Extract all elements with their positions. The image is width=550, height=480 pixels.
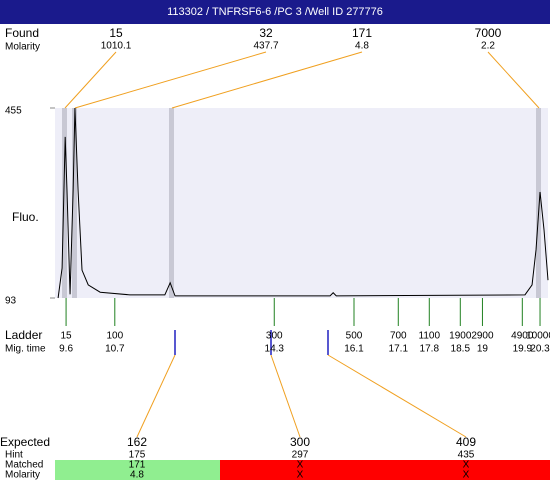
- expected-value: 171: [129, 460, 146, 471]
- ladder-mig-time: 18.5: [451, 344, 471, 355]
- connector: [136, 354, 176, 438]
- found-molarity: 2.2: [481, 41, 495, 52]
- trace: [57, 107, 549, 299]
- connector: [171, 51, 363, 109]
- ladder-size: 4900: [511, 331, 534, 342]
- ladder-mig-time: 16.1: [344, 344, 364, 355]
- ladder-size: 700: [390, 331, 407, 342]
- expected-value: 435: [458, 450, 475, 461]
- header-bar: [0, 0, 550, 24]
- found-connectors: [64, 51, 540, 438]
- ladder-size: 1900: [449, 331, 472, 342]
- ladder-mig-time: 10.7: [105, 344, 125, 355]
- expected-value: 297: [292, 450, 309, 461]
- ladder-size: 500: [346, 331, 363, 342]
- ladder-mig-time: 20.3: [530, 344, 550, 355]
- y-axis-label: Fluo.: [12, 210, 39, 224]
- connector: [270, 354, 301, 438]
- connector: [74, 51, 267, 109]
- expected-value: X: [463, 470, 470, 480]
- molarity-label: Molarity: [5, 42, 40, 53]
- header-title: 113302 / TNFRSF6-6 /PC 3 /Well ID 277776: [167, 6, 383, 18]
- ladder-size: 300: [266, 331, 283, 342]
- found-molarity: 437.7: [253, 41, 278, 52]
- ladder-label: Ladder: [5, 328, 42, 342]
- expected-value: 175: [129, 450, 146, 461]
- connector: [64, 51, 117, 109]
- mig-time-label: Mig. time: [5, 344, 46, 355]
- connector: [327, 354, 467, 438]
- expected-row-label: Matched: [5, 460, 43, 471]
- found-molarity: 4.8: [355, 41, 369, 52]
- expected-row-label: Expected: [0, 435, 50, 449]
- ladder-size: 2900: [471, 331, 494, 342]
- y-tick-label: 93: [5, 296, 17, 307]
- peak-band: [169, 108, 174, 298]
- ladder-mig-time: 17.1: [389, 344, 409, 355]
- expected-row-label: Hint: [5, 450, 23, 461]
- ladder-size: 15: [61, 331, 73, 342]
- y-tick-label: 455: [5, 106, 22, 117]
- expected-value: X: [297, 470, 304, 480]
- found-size: 7000: [475, 26, 502, 40]
- expected-value: 162: [127, 435, 147, 449]
- expected-markers: [174, 330, 329, 355]
- peak-band: [62, 108, 67, 298]
- expected-value: X: [463, 460, 470, 471]
- expected-value: 409: [456, 435, 476, 449]
- matched-ok: [55, 460, 220, 480]
- expected-row-label: Molarity: [5, 470, 40, 480]
- expected-value: 4.8: [130, 470, 144, 480]
- ladder-size: 100: [106, 331, 123, 342]
- plot-area: [55, 108, 548, 298]
- ladder-mig-time: 14.3: [265, 344, 285, 355]
- ladder-size: 10000: [526, 331, 550, 342]
- found-size: 171: [352, 26, 372, 40]
- peak-bands: [62, 108, 541, 298]
- ladder-mig-time: 9.6: [59, 344, 73, 355]
- connector: [487, 51, 540, 109]
- found-size: 32: [259, 26, 273, 40]
- found-molarity: 1010.1: [101, 41, 132, 52]
- found-label: Found: [5, 26, 39, 40]
- ladder-mig-time: 17.8: [420, 344, 440, 355]
- ladder-mig-time: 19: [477, 344, 489, 355]
- ladder-size: 1100: [419, 331, 441, 342]
- expected-value: X: [297, 460, 304, 471]
- expected-value: 300: [290, 435, 310, 449]
- peak-band: [536, 108, 541, 298]
- peak-band: [72, 108, 77, 298]
- found-size: 15: [109, 26, 123, 40]
- matched-fail: [220, 460, 550, 480]
- ladder-mig-time: 19.9: [513, 344, 533, 355]
